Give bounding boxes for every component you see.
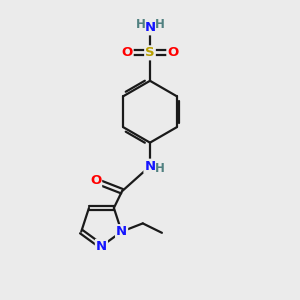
Text: N: N: [116, 225, 127, 238]
Text: H: H: [136, 18, 146, 31]
Text: N: N: [144, 21, 156, 34]
Text: N: N: [96, 240, 107, 253]
Text: O: O: [90, 174, 101, 188]
Text: O: O: [122, 46, 133, 59]
Text: H: H: [155, 162, 165, 175]
Text: S: S: [145, 46, 155, 59]
Text: H: H: [154, 18, 164, 31]
Text: N: N: [144, 160, 156, 173]
Text: O: O: [167, 46, 178, 59]
